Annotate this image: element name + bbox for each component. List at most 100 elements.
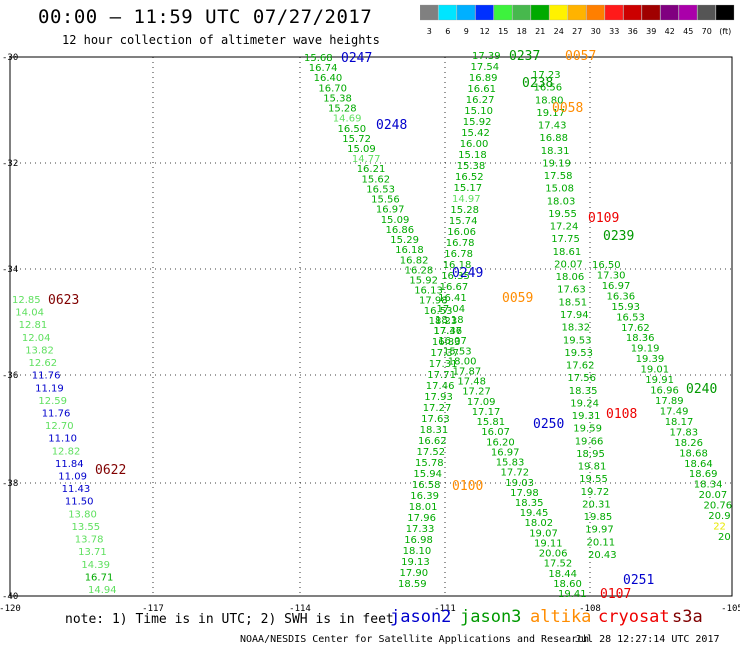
wave-height-value: 13.78 xyxy=(75,535,104,546)
page-subtitle: 12 hour collection of altimeter wave hei… xyxy=(62,33,380,47)
wave-height-value: 19.41 xyxy=(558,589,587,600)
wave-height-value: 19.24 xyxy=(570,398,599,409)
lon-tick-label: -114 xyxy=(289,604,311,614)
pass-label: 0248 xyxy=(376,118,407,133)
wave-height-value: 16.96 xyxy=(650,386,679,397)
lat-tick-label: -40 xyxy=(2,592,18,602)
legend-swatch-label: 39 xyxy=(646,27,656,36)
wave-height-value: 22 xyxy=(713,522,726,533)
wave-height-value: 17.96 xyxy=(407,513,436,524)
wave-height-value: 18.31 xyxy=(420,425,449,436)
wave-height-value: 11.76 xyxy=(32,371,61,382)
wave-height-value: 20.9 xyxy=(708,511,730,522)
wave-height-value: 17.94 xyxy=(560,310,589,321)
wave-height-value: 17.54 xyxy=(471,62,500,73)
wave-height-value: 15.92 xyxy=(463,117,492,128)
wave-height-value: 15.28 xyxy=(328,104,357,115)
wave-height-value: 17.24 xyxy=(550,222,579,233)
wave-height-value: 17.27 xyxy=(462,387,491,398)
wave-height-value: 16.41 xyxy=(438,293,467,304)
wave-height-value: 17.63 xyxy=(421,414,450,425)
wave-height-value: 15.29 xyxy=(390,235,419,246)
wave-height-value: 15.09 xyxy=(381,215,410,226)
wave-height-value: 18.68 xyxy=(679,448,708,459)
wave-height-value: 14.97 xyxy=(452,194,481,205)
wave-height-value: 16.00 xyxy=(460,139,489,150)
wave-height-value: 13.55 xyxy=(72,522,101,533)
wave-height-value: 20.06 xyxy=(539,549,568,560)
wave-height-value: 16.82 xyxy=(400,255,429,266)
legend-swatch-label: 30 xyxy=(591,27,601,36)
wave-height-value: 15.72 xyxy=(342,134,371,145)
wave-height-value: 19.59 xyxy=(573,424,602,435)
legend-swatch xyxy=(530,4,550,21)
wave-height-value: 17.98 xyxy=(419,296,448,307)
pass-label: 0057 xyxy=(565,49,596,64)
wave-height-value: 15.38 xyxy=(457,161,486,172)
wave-height-value: 19.53 xyxy=(564,348,593,359)
wave-height-value: 17.09 xyxy=(467,397,496,408)
legend-swatch-label: (ft) xyxy=(719,27,731,36)
wave-height-value: 15.74 xyxy=(449,216,478,227)
wave-height-value: 17.37 xyxy=(430,348,459,359)
wave-height-value: 17.52 xyxy=(544,559,573,570)
wave-height-value: 17.71 xyxy=(427,370,456,381)
wave-height-value: 18.03 xyxy=(547,196,576,207)
wave-height-value: 15.78 xyxy=(415,458,444,469)
wave-height-value: 19.07 xyxy=(529,528,558,539)
wave-height-value: 11.50 xyxy=(65,497,94,508)
pass-label: 0622 xyxy=(95,463,126,478)
pass-label: 0251 xyxy=(623,573,654,588)
wave-height-value: 15.53 xyxy=(443,346,472,357)
wave-height-value: 11.76 xyxy=(42,409,71,420)
wave-height-value: 18.32 xyxy=(562,323,591,334)
lat-tick-label: -30 xyxy=(2,53,18,63)
wave-height-value: 14.94 xyxy=(88,585,117,596)
wave-height-value: 16.98 xyxy=(404,535,433,546)
legend-swatch xyxy=(567,4,587,21)
wave-height-value: 12.04 xyxy=(22,333,51,344)
legend-swatch-label: 42 xyxy=(665,27,675,36)
legend-swatch-label: 36 xyxy=(628,27,638,36)
legend-swatch xyxy=(512,4,531,21)
wave-height-value: 19.31 xyxy=(572,411,601,422)
lat-tick-label: -38 xyxy=(2,479,18,489)
legend-swatch-label: 18 xyxy=(517,27,527,36)
wave-height-value: 17.93 xyxy=(424,392,453,403)
pass-label: 0100 xyxy=(452,479,483,494)
wave-height-value: 20.43 xyxy=(588,550,617,561)
pass-label: 0249 xyxy=(452,266,483,281)
pass-label: 0623 xyxy=(48,293,79,308)
wave-height-value: 18.31 xyxy=(541,146,570,157)
legend-swatch xyxy=(660,4,679,21)
wave-height-value: 16.97 xyxy=(376,205,405,216)
wave-height-value: 17.62 xyxy=(566,361,595,372)
wave-height-value: 14.39 xyxy=(81,560,110,571)
wave-height-value: 19.13 xyxy=(401,557,430,568)
wave-height-value: 15.92 xyxy=(409,276,438,287)
wave-height-value: 19.91 xyxy=(645,375,674,386)
lon-tick-label: -117 xyxy=(142,604,164,614)
legend-jason2: jason2 xyxy=(390,607,452,627)
wave-height-value: 15.10 xyxy=(464,106,493,117)
wave-height-value: 17.87 xyxy=(453,367,482,378)
wave-height-value: 20.11 xyxy=(587,537,616,548)
wave-height-value: 12.85 xyxy=(12,295,41,306)
wave-height-value: 16.18 xyxy=(395,245,424,256)
legend-swatch-label: 21 xyxy=(535,27,545,36)
legend-swatch xyxy=(420,4,439,21)
legend-swatch-label: 70 xyxy=(702,27,712,36)
generation-timestamp: Jul 28 12:27:14 UTC 2017 xyxy=(575,634,720,645)
wave-height-value: 17.56 xyxy=(567,373,596,384)
lon-tick-label: -108 xyxy=(579,604,601,614)
wave-height-value: 19.03 xyxy=(505,478,534,489)
wave-height-value: 17.49 xyxy=(660,407,689,418)
wave-height-value: 15.42 xyxy=(461,128,490,139)
wave-height-value: 17.52 xyxy=(417,447,446,458)
wave-height-value: 17.23 xyxy=(532,70,561,81)
wave-height-value: 16.78 xyxy=(446,238,475,249)
wave-height-value: 16.97 xyxy=(602,281,631,292)
wave-height-value: 16.52 xyxy=(455,172,484,183)
page-title: 00:00 – 11:59 UTC 07/27/2017 xyxy=(38,6,373,28)
wave-height-value: 12.81 xyxy=(19,320,48,331)
